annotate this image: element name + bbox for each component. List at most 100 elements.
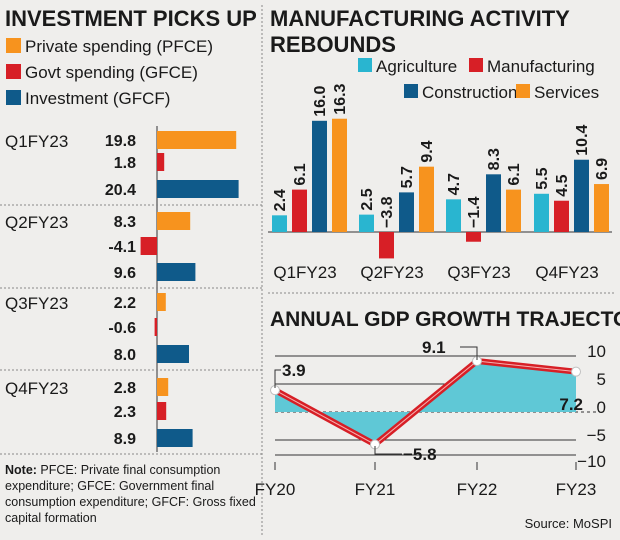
- data-label: 2.2: [114, 295, 136, 312]
- category-label: Q4FY23: [5, 379, 68, 398]
- data-label: 1.8: [114, 155, 136, 172]
- legend-swatch: [404, 84, 418, 98]
- bar: [157, 212, 191, 230]
- data-label: −5.8: [403, 445, 437, 464]
- bar: [359, 214, 374, 232]
- bar: [594, 184, 609, 232]
- source-label: Source: MoSPI: [525, 516, 612, 531]
- bar: [272, 215, 287, 232]
- bar: [379, 232, 394, 259]
- category-label: Q2FY23: [5, 213, 68, 232]
- data-label: 9.6: [114, 265, 136, 282]
- data-label: -4.1: [108, 239, 136, 256]
- bar: [157, 263, 196, 281]
- data-label: 2.5: [359, 188, 376, 210]
- category-label: Q2FY23: [360, 263, 423, 282]
- legend-label: Investment (GFCF): [25, 89, 170, 108]
- data-label: 4.5: [554, 174, 571, 196]
- bar: [157, 378, 169, 396]
- data-label: 2.3: [114, 404, 136, 421]
- data-label: 6.1: [506, 163, 523, 185]
- bar: [506, 189, 521, 232]
- legend-swatch: [358, 58, 372, 72]
- category-label: Q4FY23: [535, 263, 598, 282]
- category-label: Q3FY23: [5, 294, 68, 313]
- legend-label: Private spending (PFCE): [25, 37, 213, 56]
- data-label: 9.1: [422, 338, 446, 357]
- legend-label: Construction: [422, 83, 517, 102]
- bar: [312, 120, 327, 232]
- bar: [486, 174, 501, 232]
- x-tick-label: FY20: [255, 480, 296, 499]
- note-label: Note:: [5, 463, 37, 477]
- bar: [140, 237, 157, 255]
- label-leader: [374, 446, 402, 455]
- bar: [466, 232, 481, 242]
- legend-swatch: [6, 90, 21, 105]
- gdp-area: [275, 361, 576, 445]
- category-label: Q1FY23: [5, 132, 68, 151]
- data-label: 8.9: [114, 431, 136, 448]
- data-label: 3.9: [282, 361, 306, 380]
- y-tick-label: 0: [597, 398, 606, 417]
- bar: [574, 159, 589, 232]
- data-label: 8.3: [486, 148, 503, 170]
- data-label: 7.2: [559, 395, 583, 414]
- data-label: 8.3: [114, 214, 136, 231]
- bar: [157, 345, 189, 363]
- note-text: PFCE: Private final consumption expendit…: [5, 463, 256, 525]
- legend-swatch: [6, 38, 21, 53]
- chart3-title: ANNUAL GDP GROWTH TRAJECTORY: [270, 308, 620, 331]
- data-label: 2.4: [272, 189, 289, 211]
- data-label: −1.4: [466, 196, 483, 228]
- legend-label: Manufacturing: [487, 57, 595, 76]
- bar: [399, 192, 414, 232]
- chart1-title: INVESTMENT PICKS UP: [5, 6, 257, 31]
- bar: [292, 189, 307, 232]
- legend-swatch: [6, 64, 21, 79]
- legend-swatch: [516, 84, 530, 98]
- bar: [157, 153, 165, 171]
- chart2-title-line2: REBOUNDS: [270, 32, 396, 57]
- data-label: -0.6: [108, 320, 136, 337]
- data-point: [571, 366, 581, 377]
- bar: [157, 402, 167, 420]
- data-label: −3.8: [379, 196, 396, 228]
- chart2-title-line1: MANUFACTURING ACTIVITY: [270, 6, 570, 31]
- label-leader: [460, 346, 478, 360]
- bar: [534, 193, 549, 232]
- data-label: 10.4: [574, 124, 591, 155]
- bar: [554, 200, 569, 232]
- category-label: Q1FY23: [273, 263, 336, 282]
- data-label: 5.5: [534, 167, 551, 189]
- bar: [154, 318, 157, 336]
- data-label: 4.7: [446, 173, 463, 195]
- data-label: 9.4: [419, 140, 436, 162]
- legend-label: Services: [534, 83, 599, 102]
- bar: [157, 131, 237, 149]
- bar: [157, 180, 239, 198]
- data-label: 8.0: [114, 347, 136, 364]
- x-tick-label: FY23: [556, 480, 597, 499]
- x-tick-label: FY21: [355, 480, 396, 499]
- gdp-line-highlight: [274, 360, 577, 446]
- legend-label: Govt spending (GFCE): [25, 63, 198, 82]
- label-leader: [274, 369, 281, 388]
- bar: [419, 166, 434, 232]
- bar: [332, 118, 347, 232]
- legend-swatch: [469, 58, 483, 72]
- data-label: 5.7: [399, 166, 416, 188]
- category-label: Q3FY23: [447, 263, 510, 282]
- data-label: 6.1: [292, 163, 309, 185]
- data-label: 2.8: [114, 380, 136, 397]
- x-tick-label: FY22: [457, 480, 498, 499]
- bar: [157, 429, 193, 447]
- y-tick-label: −5: [587, 426, 606, 445]
- bar: [157, 293, 166, 311]
- data-label: 16.3: [332, 83, 349, 114]
- legend-label: Agriculture: [376, 57, 457, 76]
- footnote: Note: PFCE: Private final consumption ex…: [5, 462, 257, 526]
- data-label: 19.8: [105, 133, 136, 150]
